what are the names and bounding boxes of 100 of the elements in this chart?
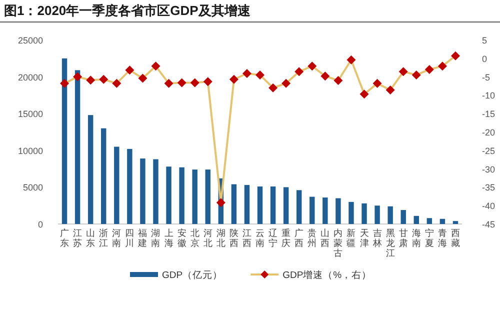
bar (127, 148, 132, 224)
bar (205, 170, 210, 224)
bar (192, 170, 198, 224)
point (99, 74, 108, 84)
y2-tick-label: -20 (482, 128, 496, 138)
point (282, 78, 291, 88)
point (138, 74, 148, 83)
y2-tick-label: -40 (482, 201, 496, 212)
bar (179, 167, 184, 224)
point (190, 78, 200, 88)
bar (388, 206, 393, 224)
x-tick-label: 河南 (112, 228, 122, 248)
point (164, 78, 174, 88)
x-tick-label: 河北 (203, 228, 212, 248)
y2-tick-label: -5 (482, 72, 490, 82)
x-tick-label: 西藏 (450, 228, 460, 248)
point (386, 86, 395, 95)
x-tick-label: 福建 (137, 228, 148, 248)
x-tick-label: 贵州 (308, 228, 317, 248)
point (86, 76, 96, 85)
x-tick-label: 黑龙江 (386, 228, 395, 258)
point (412, 70, 421, 80)
point (229, 74, 238, 84)
y-tick-label: 10000 (18, 146, 43, 156)
bar (296, 190, 302, 224)
x-tick-label: 湖南 (151, 228, 160, 248)
y2-tick-label: 5 (482, 36, 488, 46)
point (256, 70, 264, 80)
y2-tick-label: -15 (482, 109, 496, 120)
bar (348, 202, 354, 224)
bar (414, 216, 419, 224)
x-tick-label: 湖北 (216, 228, 226, 248)
y-tick-label: 25000 (18, 36, 43, 46)
x-tick-label: 上海 (164, 228, 174, 248)
y2-tick-label: -30 (482, 164, 496, 174)
point (60, 78, 70, 88)
x-tick-label: 海南 (412, 228, 421, 248)
bar (244, 184, 250, 224)
y2-tick-label: -10 (482, 90, 496, 101)
bar (374, 206, 380, 224)
x-tick-label: 安徽 (177, 228, 186, 248)
x-tick-label: 江西 (242, 228, 252, 248)
x-tick-label: 山东 (86, 228, 96, 248)
y-tick-label: 15000 (18, 109, 43, 120)
bar (452, 221, 458, 224)
x-tick-label: 天津 (360, 228, 369, 248)
point (268, 83, 278, 92)
y2-tick-label: -35 (482, 182, 496, 193)
bar (426, 218, 432, 224)
point (424, 64, 434, 74)
y-tick-label: 0 (38, 220, 43, 230)
bar (231, 184, 237, 224)
bar (101, 128, 106, 224)
bar (257, 186, 263, 224)
x-tick-label: 江苏 (73, 228, 82, 248)
x-tick-label: 甘肃 (398, 228, 408, 248)
point (294, 67, 304, 76)
bar (140, 158, 146, 224)
x-tick-label: 青海 (438, 228, 447, 248)
point (372, 78, 382, 88)
y-tick-label: 20000 (18, 72, 43, 82)
point (216, 198, 226, 208)
legend-label: GDP增速（%，右） (282, 269, 372, 281)
bar (114, 146, 120, 224)
bar (283, 187, 289, 224)
point (203, 77, 212, 86)
y2-tick-label: 0 (482, 54, 488, 64)
legend-label: GDP（亿元） (162, 270, 223, 281)
y2-tick-label: -45 (482, 220, 496, 230)
x-tick-label: 新疆 (346, 228, 356, 248)
x-tick-label: 辽宁 (268, 228, 278, 248)
point (320, 72, 330, 81)
point (177, 78, 186, 88)
x-tick-label: 内蒙古 (334, 228, 343, 258)
x-tick-label: 陕西 (229, 228, 238, 248)
point (438, 62, 447, 71)
y-tick-label: 5000 (22, 182, 43, 193)
point (151, 62, 160, 71)
bar (88, 115, 94, 224)
x-tick-label: 北京 (190, 228, 200, 248)
x-tick-label: 浙江 (99, 228, 108, 248)
bar (440, 218, 446, 224)
bar (322, 198, 328, 224)
point (398, 67, 408, 76)
x-tick-label: 四川 (125, 228, 134, 248)
point (242, 68, 252, 78)
bar (362, 203, 367, 224)
y2-tick-label: -25 (482, 146, 496, 156)
point (112, 78, 122, 88)
bar (74, 70, 80, 224)
point (360, 90, 369, 99)
bar (336, 198, 341, 224)
point (334, 76, 343, 85)
bar (270, 186, 276, 224)
x-tick-label: 宁夏 (424, 228, 434, 248)
point (346, 55, 356, 64)
x-tick-label: 云南 (256, 228, 264, 248)
bar (153, 159, 158, 224)
bar (166, 166, 172, 224)
bar (400, 210, 406, 224)
